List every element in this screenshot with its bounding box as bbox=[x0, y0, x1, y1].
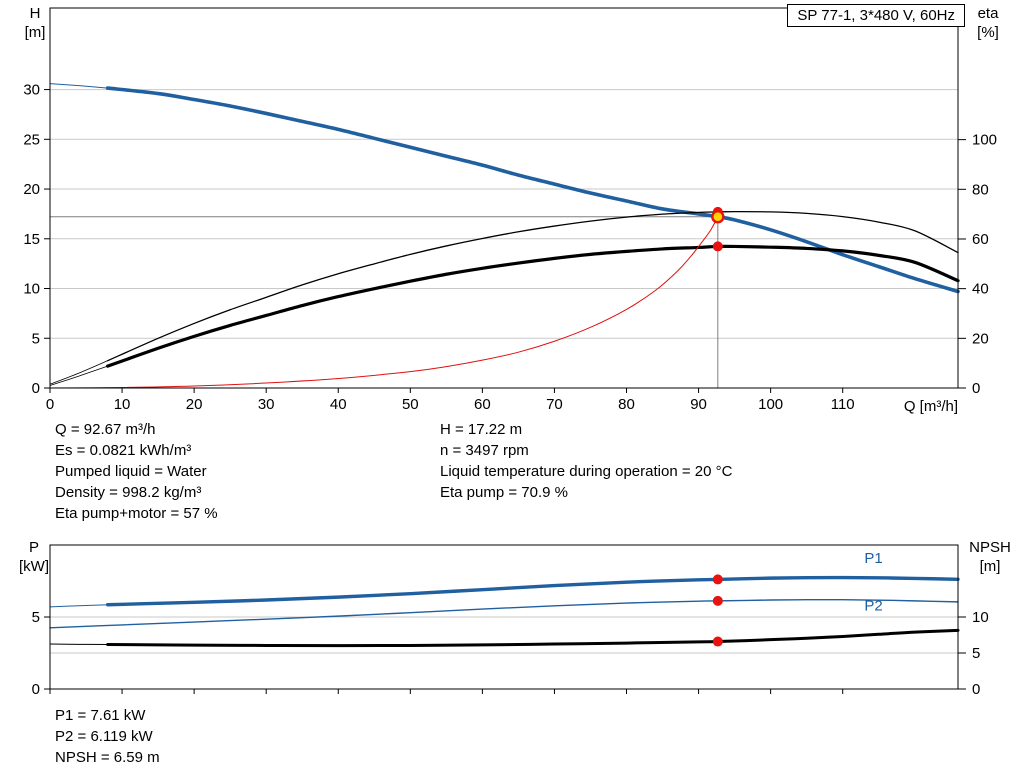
x-tick-label: 10 bbox=[114, 396, 131, 413]
y-right-tick-label: 60 bbox=[972, 231, 989, 248]
result-h: H = 17.22 m bbox=[440, 421, 523, 438]
series-P1-lead bbox=[49, 604, 109, 608]
h-axis-title-line1: H bbox=[29, 5, 41, 22]
result-eta-pump: Eta pump = 70.9 % bbox=[440, 484, 568, 501]
x-tick-label: 70 bbox=[546, 396, 563, 413]
result-density: Density = 998.2 kg/m³ bbox=[55, 484, 202, 501]
x-tick-label: 40 bbox=[330, 396, 347, 413]
eta-axis-title-line2: [%] bbox=[977, 24, 999, 41]
y-right-tick-label: 100 bbox=[972, 132, 997, 149]
series-eta-pump-lead bbox=[49, 360, 109, 385]
series-P2 bbox=[49, 598, 959, 629]
operating-point-marker bbox=[712, 574, 723, 585]
series-eta-pump-motor-lead bbox=[49, 365, 109, 386]
y-left-tick-label: 25 bbox=[23, 131, 40, 148]
operating-point-marker bbox=[712, 595, 723, 606]
series-label-P2: P2 bbox=[864, 598, 882, 615]
x-tick-label: 50 bbox=[402, 396, 419, 413]
h-axis-title-line2: [m] bbox=[24, 24, 46, 41]
npsh-axis-title-line1: NPSH bbox=[969, 539, 1011, 556]
operating-point-marker bbox=[712, 241, 723, 252]
duty-results-right: H = 17.22 m n = 3497 rpm Liquid temperat… bbox=[440, 419, 732, 503]
result-es: Es = 0.0821 kWh/m³ bbox=[55, 442, 192, 459]
result-n: n = 3497 rpm bbox=[440, 442, 529, 459]
result-p2: P2 = 6.119 kW bbox=[55, 728, 153, 745]
eta-axis-title: eta [%] bbox=[964, 4, 1012, 42]
p-axis-title-line2: [kW] bbox=[19, 558, 49, 575]
y-right-tick-label: 10 bbox=[972, 609, 989, 626]
y-right-tick-label: 20 bbox=[972, 330, 989, 347]
result-temperature: Liquid temperature during operation = 20… bbox=[440, 463, 733, 480]
result-q: Q = 92.67 m³/h bbox=[55, 421, 156, 438]
y-left-tick-label: 5 bbox=[32, 330, 40, 347]
x-tick-label: 20 bbox=[186, 396, 203, 413]
y-right-tick-label: 0 bbox=[972, 380, 980, 397]
y-left-tick-label: 30 bbox=[23, 82, 40, 99]
result-npsh: NPSH = 6.59 m bbox=[55, 749, 160, 766]
result-liquid: Pumped liquid = Water bbox=[55, 463, 207, 480]
x-tick-label: 90 bbox=[690, 396, 707, 413]
q-axis-title: Q [m³/h] bbox=[903, 398, 958, 415]
series-system-curve bbox=[49, 216, 719, 389]
x-tick-label: 0 bbox=[46, 396, 54, 413]
series-NPSH-lead bbox=[49, 643, 109, 646]
series-eta-pump-motor bbox=[106, 244, 960, 368]
y-left-tick-label: 0 bbox=[32, 681, 40, 698]
x-tick-label: 30 bbox=[258, 396, 275, 413]
x-tick-label: 60 bbox=[474, 396, 491, 413]
series-eta-pump bbox=[107, 211, 959, 362]
x-tick-label: 80 bbox=[618, 396, 635, 413]
y-right-tick-label: 5 bbox=[972, 645, 980, 662]
y-left-tick-label: 5 bbox=[32, 609, 40, 626]
y-right-tick-label: 80 bbox=[972, 181, 989, 198]
series-H-curve bbox=[105, 86, 960, 294]
operating-point-marker bbox=[712, 636, 723, 647]
h-axis-title: H [m] bbox=[14, 4, 56, 42]
x-tick-label: 100 bbox=[758, 396, 783, 413]
npsh-axis-title-line2: [m] bbox=[979, 558, 1001, 575]
power-results: P1 = 7.61 kW P2 = 6.119 kW NPSH = 6.59 m bbox=[55, 705, 160, 768]
plot-frame bbox=[49, 7, 959, 389]
pump-title-box: SP 77-1, 3*480 V, 60Hz bbox=[787, 4, 965, 27]
p-axis-title-line1: P bbox=[28, 539, 39, 556]
y-left-tick-label: 0 bbox=[32, 380, 40, 397]
series-P1 bbox=[105, 575, 960, 607]
power-npsh-chart: P1 P2 0 5 0 5 10 bbox=[32, 544, 989, 698]
result-p1: P1 = 7.61 kW bbox=[55, 707, 146, 724]
series-label-P1: P1 bbox=[864, 550, 882, 567]
p-axis-title: P [kW] bbox=[10, 538, 58, 576]
y-left-tick-label: 20 bbox=[23, 181, 40, 198]
y-right-tick-label: 0 bbox=[972, 681, 980, 698]
result-eta-pump-motor: Eta pump+motor = 57 % bbox=[55, 505, 218, 522]
x-tick-label: 110 bbox=[831, 396, 855, 413]
y-left-tick-label: 10 bbox=[23, 281, 40, 298]
y-right-tick-label: 40 bbox=[972, 281, 989, 298]
duty-point-marker bbox=[711, 210, 725, 224]
hq-eta-chart: 0 5 10 15 20 25 30 0 20 40 60 80 100 0 10 20 30 40 50 60 70 8… bbox=[23, 7, 997, 413]
series-NPSH bbox=[106, 628, 960, 648]
duty-results-left: Q = 92.67 m³/h Es = 0.0821 kWh/m³ Pumped… bbox=[55, 419, 218, 524]
y-left-tick-label: 15 bbox=[23, 231, 40, 248]
series-H-curve-lead bbox=[49, 83, 109, 89]
eta-axis-title-line1: eta bbox=[977, 5, 999, 22]
npsh-axis-title: NPSH [m] bbox=[960, 538, 1020, 576]
